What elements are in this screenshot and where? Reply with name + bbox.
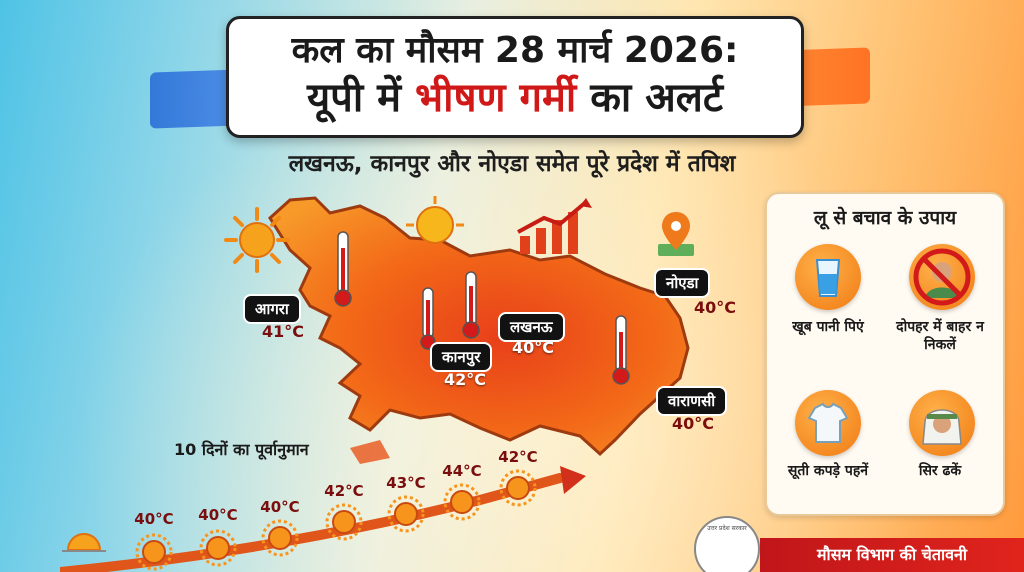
city-temp-agra: 41°C [262,322,305,341]
subtitle: लखनऊ, कानपुर और नोएडा समेत पूरे प्रदेश म… [288,151,736,177]
city-temp-lucknow: 40°C [512,338,555,357]
tip-label-water: खूब पानी पिएं [792,319,864,335]
city-label-varanasi: वाराणसी [656,386,728,416]
city-label-kanpur: कानपुर [430,342,493,372]
cotton-shirt-icon [795,390,861,456]
thermometer-icon [334,231,352,307]
forecast-sun-icon [199,529,237,567]
forecast-temp-3: 40°C [260,498,300,516]
govt-seal-logo: उत्तर प्रदेश सरकार [694,516,760,572]
no-outside-icon [909,244,975,310]
panel-title: लू से बचाव के उपाय [813,207,957,229]
forecast-temp-1: 40°C [134,510,174,528]
title-line-2: यूपी में भीषण गर्मी का अलर्ट [229,73,801,123]
forecast-temp-4: 42°C [324,482,364,500]
forecast-temp-2: 40°C [198,506,238,524]
heatwave-tips-panel: लू से बचाव के उपाय खूब पानी पिएं दोपहर म… [765,192,1005,516]
title-line-1: कल का मौसम 28 मार्च 2026: [291,30,739,71]
forecast-title: 10 दिनों का पूर्वानुमान [174,440,309,459]
city-temp-noida: 40°C [694,298,737,317]
forecast-sun-icon [261,519,299,557]
head-cover-icon [909,390,975,456]
forecast-sun-icon [135,533,173,571]
tip-label-head: सिर ढकें [918,463,962,479]
sun-icon [406,196,464,244]
forecast-sun-icon [443,483,481,521]
water-glass-icon [795,244,861,310]
footer-banner: मौसम विभाग की चेतावनी [760,538,1024,572]
city-label-agra: आगरा [243,294,301,324]
location-pin-icon [658,212,694,256]
seal-text: उत्तर प्रदेश सरकार [707,525,747,532]
title-box: कल का मौसम 28 मार्च 2026: यूपी में भीषण … [226,16,804,138]
tip-label-no-outside: दोपहर में बाहर न निकलें [896,319,984,353]
forecast-temp-5: 43°C [386,474,426,492]
city-label-noida: नोएडा [654,268,711,298]
tip-label-cotton: सूती कपड़े पहनें [787,463,869,479]
city-temp-varanasi: 40°C [672,414,715,433]
title-highlight: भीषण गर्मी [415,75,577,121]
city-label-lucknow: लखनऊ [498,312,565,342]
thermometer-icon [612,315,630,385]
title-line-2-post: का अलर्ट [576,75,724,121]
rising-graph-icon [517,198,592,254]
city-temp-kanpur: 42°C [444,370,487,389]
thermometer-icon [462,271,480,339]
sunrise-icon [62,533,106,552]
sun-icon [224,207,290,273]
forecast-trend-arrow [60,466,586,572]
forecast-sun-icon [325,503,363,541]
forecast-temp-7: 42°C [498,448,538,466]
forecast-temp-6: 44°C [442,462,482,480]
forecast-sun-icon [499,469,537,507]
title-line-2-pre: यूपी में [306,75,416,121]
forecast-sun-icon [387,495,425,533]
